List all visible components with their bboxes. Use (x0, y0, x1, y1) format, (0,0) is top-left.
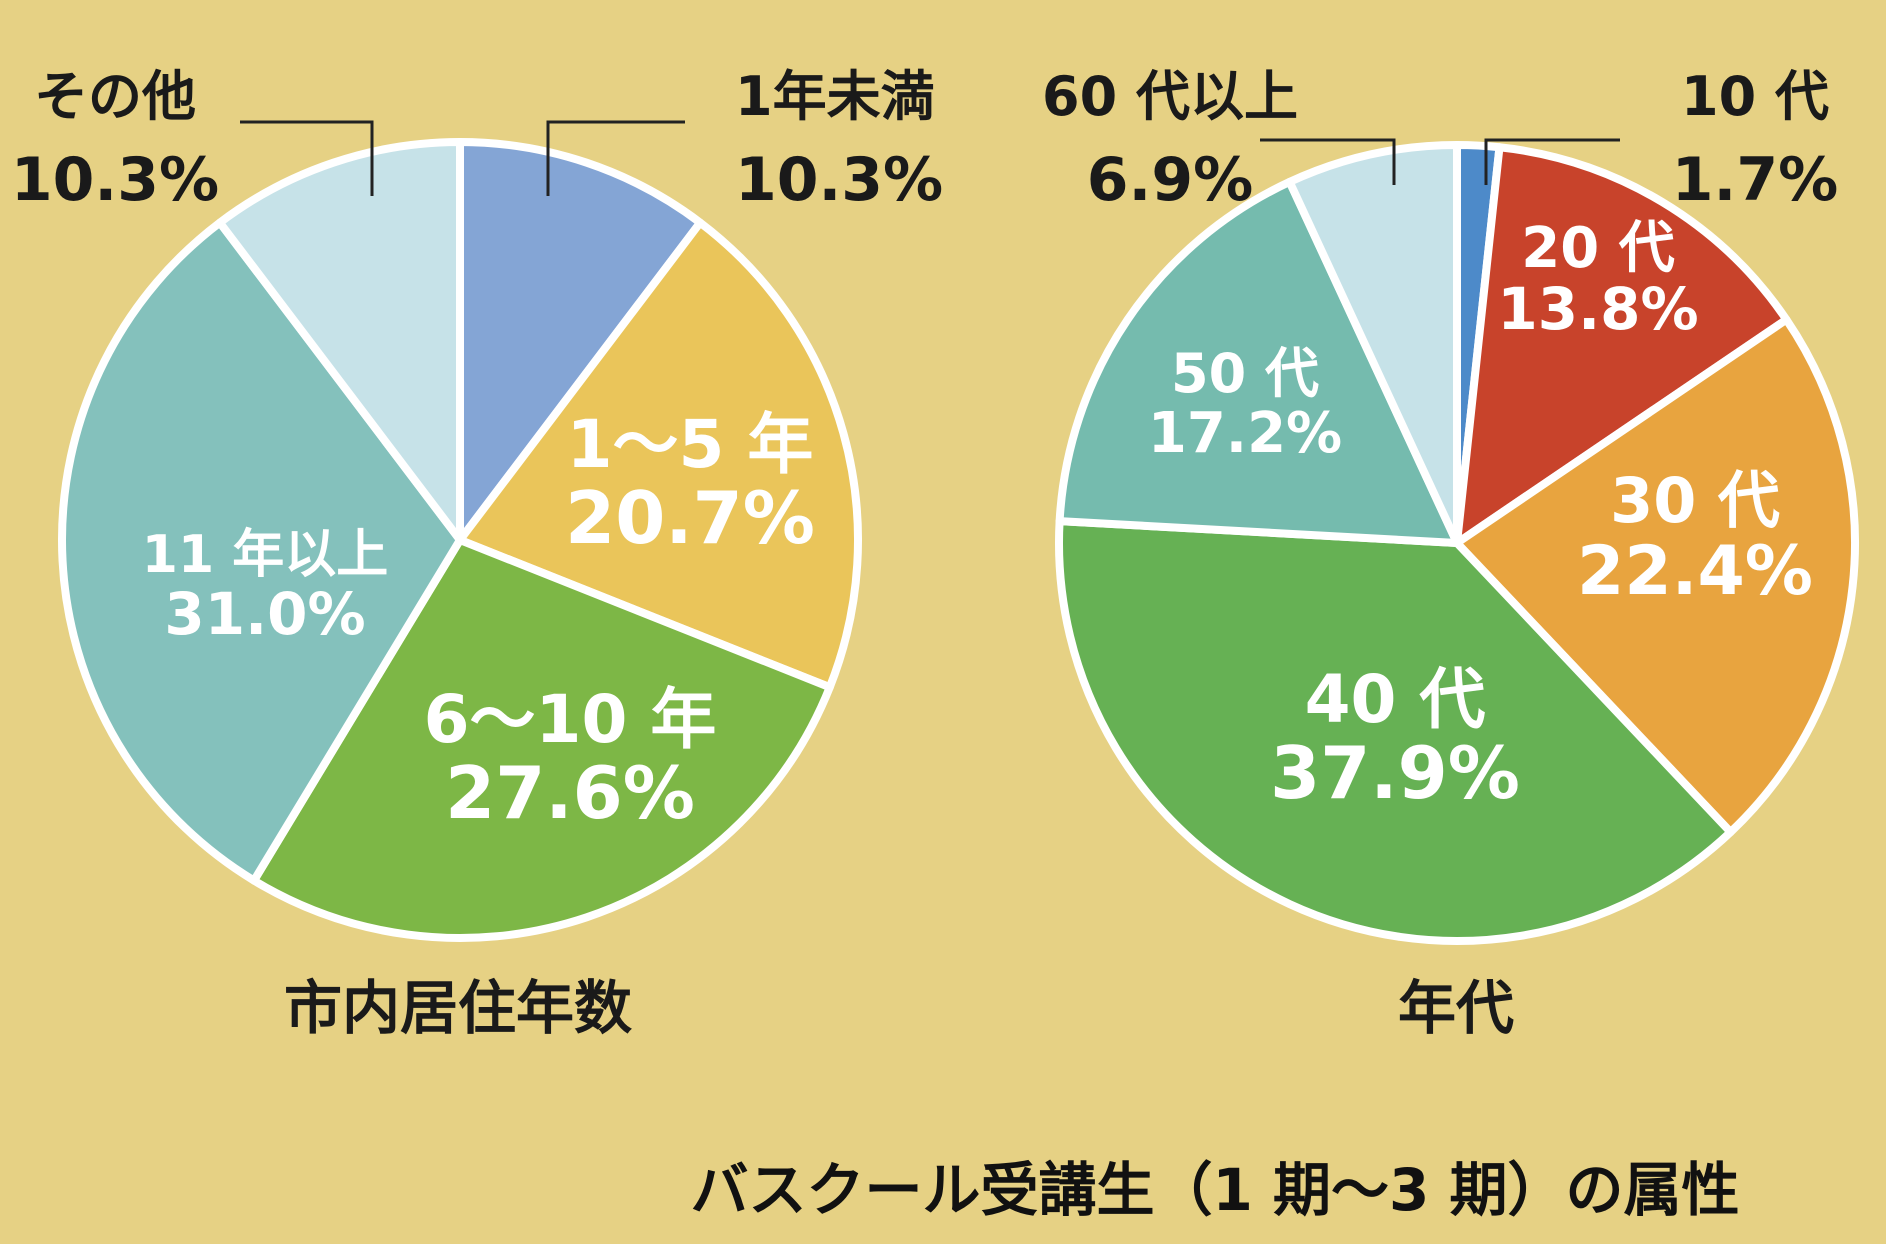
slice-label: 6～10 年 (424, 681, 717, 758)
slice-label: 10 代 (1681, 65, 1829, 128)
slice-value-label: 22.4% (1577, 532, 1813, 611)
figure-caption: バスクール受講生（1 期～3 期）の属性 (690, 1156, 1739, 1224)
slice-value-label: 1.7% (1672, 145, 1838, 215)
slice-label: その他 (34, 65, 196, 128)
pie-slice (456, 138, 705, 544)
pie-slice (249, 536, 834, 942)
chart-title: 年代 (1398, 974, 1514, 1042)
slice-label: 30 代 (1610, 464, 1780, 537)
slice-label: 20 代 (1521, 216, 1674, 281)
slice-value-label: 10.3% (11, 145, 219, 215)
slice-value-label: 20.7% (565, 476, 815, 560)
slice-value-label: 10.3% (735, 145, 943, 215)
pie-slice (1055, 177, 1461, 547)
leader-line (1260, 138, 1396, 185)
pie-chart-residence-years: 1年未満 10.3% 1～5 年20.7% 6～10 年27.6% 11 年以上31.0… (11, 65, 943, 1042)
slice-value-label: 37.9% (1270, 731, 1520, 815)
slice-value-label: 27.6% (445, 751, 695, 835)
slice-value-label: 13.8% (1497, 275, 1698, 343)
pie-slice (1285, 141, 1461, 547)
pie-slice (1055, 517, 1735, 945)
slice-label: 60 代以上 (1042, 65, 1298, 128)
leader-line (546, 120, 685, 196)
pie-slice (58, 218, 464, 885)
pie-chart-age-group: 10 代 1.7%20 代13.8% 30 代22.4% 40 代37.9% 50 代1… (1042, 65, 1859, 1042)
slice-label: 1年未満 (735, 65, 935, 128)
slice-value-label: 31.0% (164, 580, 365, 648)
pie-slice (1453, 143, 1791, 547)
slice-label: 1～5 年 (567, 406, 814, 483)
slice-label: 11 年以上 (142, 525, 388, 585)
leader-line (1484, 138, 1620, 185)
pie-slice (215, 138, 464, 544)
slice-value-label: 17.2% (1148, 401, 1342, 466)
pie-slice (1453, 315, 1859, 837)
pie-slice (456, 218, 862, 692)
leader-line (240, 120, 374, 196)
slice-label: 50 代 (1171, 342, 1319, 405)
chart-title: 市内居住年数 (284, 974, 632, 1042)
slice-value-label: 6.9% (1087, 145, 1253, 215)
slice-label: 40 代 (1305, 661, 1486, 738)
